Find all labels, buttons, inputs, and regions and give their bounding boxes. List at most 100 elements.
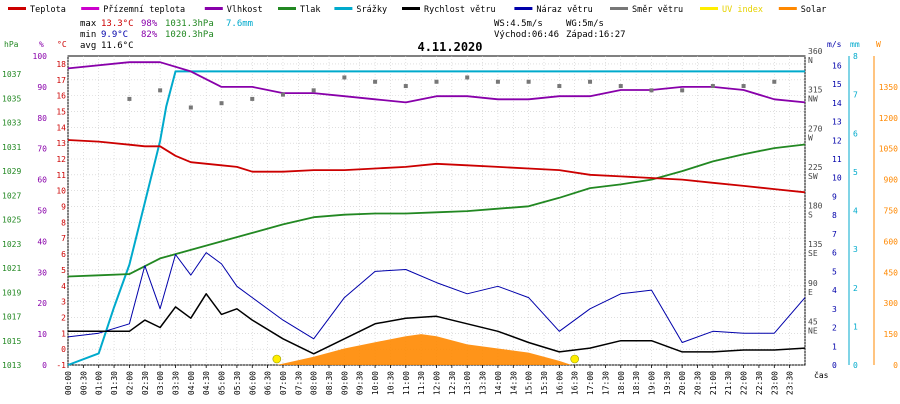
hpa-tick-label: 1035 [2, 94, 21, 103]
ms-tick-label: 14 [832, 99, 842, 108]
degc-tick-label: -1 [56, 361, 66, 370]
time-tick-label: 15:00 [525, 371, 534, 395]
wind-direction-mark [465, 75, 470, 80]
wind-direction-mark [219, 101, 224, 106]
legend-swatch [278, 7, 296, 10]
pct-tick-label: 0 [42, 361, 47, 370]
hpa-tick-label: 1021 [2, 264, 21, 273]
wind-direction-mark [649, 88, 654, 93]
degc-tick-label: 6 [61, 250, 66, 259]
pct-tick-label: 100 [33, 52, 48, 61]
legend-swatch [204, 7, 223, 10]
pct-tick-label: 10 [37, 330, 47, 339]
w-tick-label: 0 [893, 361, 898, 370]
ms-tick-label: 1 [832, 342, 837, 351]
w-tick-label: 450 [884, 268, 899, 277]
direction-tick-label: W [808, 133, 813, 142]
ms-tick-label: 12 [832, 136, 842, 145]
pct-tick-label: 50 [37, 207, 47, 216]
stat-min-temp: 9.9°C [101, 30, 128, 40]
time-tick-label: 01:00 [95, 371, 104, 395]
legend-label: Rychlost větru [424, 5, 496, 15]
legend-swatch [402, 7, 420, 10]
w-tick-label: 600 [884, 237, 899, 246]
degc-tick-label: 13 [56, 139, 66, 148]
time-tick-label: 07:00 [279, 371, 288, 395]
legend-swatch [778, 7, 797, 10]
ms-tick-label: 16 [832, 61, 842, 70]
wind-direction-mark [403, 84, 408, 89]
mm-tick-label: 7 [853, 91, 858, 100]
ms-tick-label: 7 [832, 230, 837, 239]
degc-tick-label: 11 [56, 171, 66, 180]
wind-direction-mark [342, 75, 347, 80]
mm-tick-label: 4 [853, 207, 858, 216]
wind-gust-info: WG:5m/s [566, 19, 604, 29]
time-tick-label: 05:30 [233, 371, 242, 395]
stat-max-hum: 98% [141, 19, 158, 29]
w-tick-label: 1350 [879, 83, 898, 92]
plot-frame [67, 55, 806, 366]
direction-tick-label: N [808, 56, 813, 65]
direction-tick-degrees: 45 [808, 317, 818, 326]
time-tick-label: 22:00 [740, 371, 749, 395]
w-axis-unit: W [876, 40, 881, 49]
time-tick-label: 17:00 [586, 371, 595, 395]
time-tick-label: 13:30 [479, 371, 488, 395]
pressure-line [67, 143, 806, 278]
legend-swatch [610, 7, 628, 10]
time-tick-label: 06:00 [248, 371, 257, 395]
w-tick-label: 150 [884, 330, 899, 339]
direction-tick-label: NE [808, 326, 818, 335]
hpa-tick-label: 1029 [2, 167, 21, 176]
legend-label: Přízemní teplota [103, 5, 185, 15]
legend-swatch [8, 7, 26, 10]
legend-label: Náraz větru [536, 5, 592, 15]
wind-direction-mark [526, 79, 531, 84]
rain-line [67, 70, 805, 366]
time-tick-label: 07:30 [294, 371, 303, 395]
hpa-tick-label: 1031 [2, 143, 21, 152]
direction-tick-degrees: 270 [808, 124, 823, 133]
grid [67, 55, 806, 366]
wind-speed-info: WS:4.5m/s [494, 19, 543, 29]
degc-tick-label: 10 [56, 187, 66, 196]
legend-swatch [81, 7, 100, 10]
degc-axis-unit: °C [57, 40, 67, 49]
degc-tick-label: 15 [56, 107, 66, 116]
wind-direction-mark [158, 88, 163, 93]
degc-tick-label: 7 [61, 234, 66, 243]
degc-tick-label: 5 [61, 266, 66, 275]
pct-tick-label: 40 [37, 237, 47, 246]
mm-tick-label: 0 [853, 361, 858, 370]
ms-tick-label: 8 [832, 211, 837, 220]
direction-tick-degrees: 90 [808, 279, 818, 288]
wind-direction-mark [680, 88, 685, 93]
degc-tick-label: 4 [61, 282, 66, 291]
ms-axis-unit: m/s [827, 40, 842, 49]
sunset-info: Západ:16:27 [566, 30, 626, 40]
time-tick-label: 04:30 [202, 371, 211, 395]
time-tick-label: 09:30 [356, 371, 365, 395]
pct-axis-unit: % [39, 40, 44, 49]
sunrise-info: Východ:06:46 [494, 30, 559, 40]
hpa-tick-label: 1023 [2, 240, 21, 249]
direction-tick-label: S [808, 211, 813, 220]
pct-tick-label: 80 [37, 114, 47, 123]
degc-tick-label: 17 [56, 76, 66, 85]
degc-tick-label: 0 [61, 345, 66, 354]
degc-tick-label: 14 [56, 123, 66, 132]
direction-tick-degrees: 225 [808, 163, 823, 172]
time-tick-label: 13:00 [463, 371, 472, 395]
direction-tick-label: SE [808, 249, 818, 258]
wind-direction-mark [434, 79, 439, 84]
w-tick-label: 300 [884, 299, 899, 308]
wind-direction-mark [710, 84, 715, 89]
stat-avg-temp: 11.6°C [101, 41, 134, 51]
legend: Teplota Přízemní teplota Vlhkost Tlak Srážky… [8, 5, 826, 15]
wind-direction-mark [280, 92, 285, 97]
temperature-line [67, 139, 806, 194]
w-tick-label: 900 [884, 176, 899, 185]
stat-max-label: max [80, 19, 97, 29]
